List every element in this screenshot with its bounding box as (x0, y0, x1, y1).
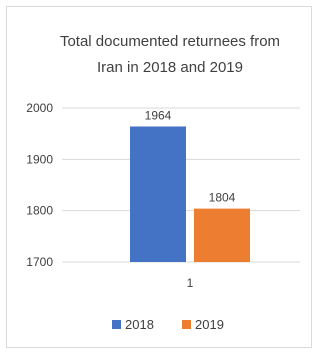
y-tick-label: 2000 (26, 101, 53, 115)
bar-2018 (130, 126, 186, 262)
y-tick-label: 1900 (26, 152, 53, 166)
x-axis-ticks: 1 (187, 276, 194, 290)
legend-swatch-2018 (112, 320, 121, 329)
legend-swatch-2019 (182, 320, 191, 329)
chart-title-line-2: Iran in 2018 and 2019 (97, 59, 243, 76)
legend-label-2019: 2019 (195, 317, 224, 332)
legend: 2018 2019 (112, 317, 224, 332)
chart-title-line-1: Total documented returnees from (60, 33, 280, 50)
bar-2019 (194, 208, 250, 262)
legend-label-2018: 2018 (125, 317, 154, 332)
y-axis-ticks: 1700 1800 1900 2000 (26, 101, 53, 269)
y-tick-label: 1800 (26, 204, 53, 218)
data-label-2019: 1804 (209, 191, 236, 205)
data-label-2018: 1964 (145, 108, 172, 122)
data-labels: 1964 1804 (145, 108, 236, 204)
bars (130, 126, 250, 262)
x-tick-label: 1 (187, 276, 194, 290)
y-tick-label: 1700 (26, 255, 53, 269)
